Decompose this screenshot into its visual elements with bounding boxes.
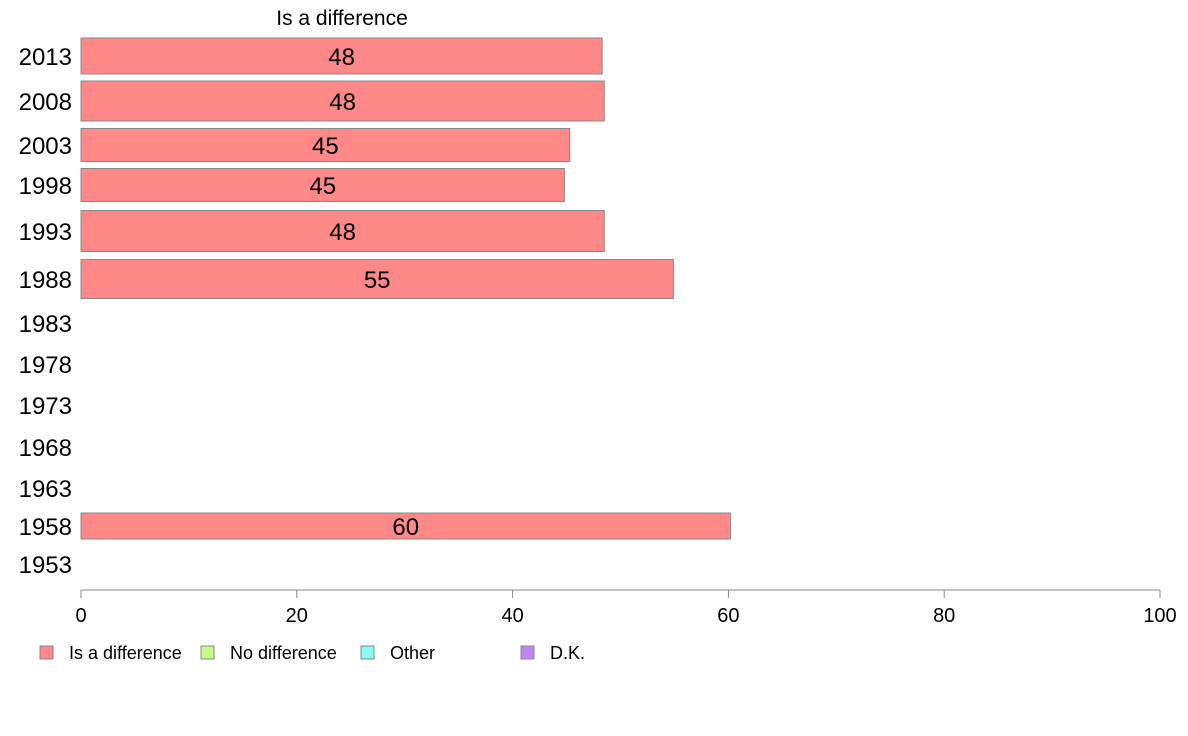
legend-swatch [520,645,535,660]
bar [80,80,605,122]
bar-value-label: 48 [329,219,356,246]
x-tick-label: 20 [286,605,308,627]
bar-value-label: 45 [312,133,339,160]
legend-label: D.K. [550,643,585,663]
legend-label: No difference [230,643,337,663]
x-tick-label: 80 [933,605,955,627]
x-tick-label: 0 [75,605,86,627]
bars-layer: 48 48 45 45 48 55 60 [80,37,732,541]
category-label: 1968 [19,435,72,462]
category-label: 2008 [19,89,72,116]
x-tick-label: 40 [501,605,523,627]
category-label: 1993 [19,219,72,246]
legend-label: Other [390,643,435,663]
bar-value-label: 55 [364,267,391,294]
legend-swatch [39,645,54,660]
category-label: 1963 [19,476,72,503]
bar [80,259,674,299]
bar-value-label: 48 [328,44,355,71]
x-axis: 0 20 40 60 80 100 [75,589,1177,627]
chart-title: Is a difference [276,7,408,30]
category-label: 1953 [19,552,72,579]
bar [80,128,571,162]
legend-label: Is a difference [69,643,182,663]
category-labels: 2013 2008 2003 1998 1993 1988 1983 1978 1973 1968… [19,44,72,579]
category-label: 1958 [19,514,72,541]
category-label: 1988 [19,267,72,294]
x-tick-label: 60 [717,605,739,627]
legend: Is a difference No difference Other D.K. [39,643,585,663]
category-label: 1983 [19,311,72,338]
bar-value-label: 45 [309,173,336,200]
category-label: 1973 [19,393,72,420]
legend-swatch [360,645,375,660]
x-tick-label: 100 [1143,605,1176,627]
legend-swatch [200,645,215,660]
bar-value-label: 60 [392,514,419,541]
bar [80,210,605,252]
category-label: 1998 [19,173,72,200]
category-label: 2003 [19,133,72,160]
bar [80,512,732,540]
bar [80,37,603,75]
bar-value-label: 48 [329,89,356,116]
bar [80,168,565,202]
category-label: 2013 [19,44,72,71]
category-label: 1978 [19,352,72,379]
